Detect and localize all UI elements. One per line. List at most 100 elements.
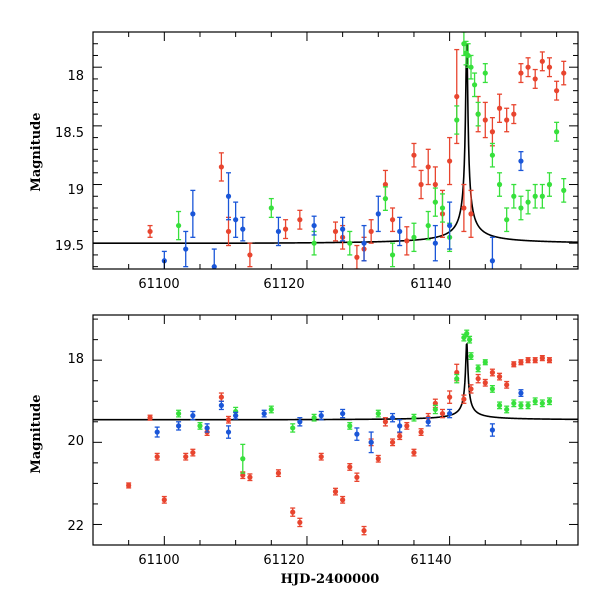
- data-point-blue: [218, 400, 224, 411]
- data-point-green: [496, 401, 503, 410]
- data-point-green: [175, 210, 182, 241]
- data-point-green: [489, 384, 496, 393]
- data-marker: [211, 264, 217, 269]
- data-point-red: [397, 432, 403, 441]
- data-point-red: [340, 495, 346, 504]
- data-marker: [554, 129, 560, 135]
- data-marker: [466, 337, 473, 343]
- data-marker: [475, 376, 481, 382]
- data-marker: [375, 211, 381, 217]
- data-marker: [332, 489, 339, 495]
- bottom-ytick-label-2: 22: [67, 519, 84, 534]
- data-point-green: [347, 230, 353, 256]
- data-marker: [496, 402, 503, 408]
- data-marker: [340, 226, 346, 232]
- data-point-red: [461, 183, 467, 233]
- data-point-green: [532, 397, 538, 406]
- data-marker: [511, 400, 517, 406]
- bottom-ytick-label-0: 18: [67, 352, 84, 367]
- data-marker: [439, 205, 446, 211]
- data-point-blue: [175, 421, 182, 431]
- data-point-blue: [425, 417, 431, 427]
- data-point-blue: [318, 410, 324, 421]
- data-point-green: [532, 183, 538, 209]
- data-marker: [225, 429, 232, 435]
- data-marker: [190, 449, 196, 456]
- data-point-green: [518, 195, 524, 221]
- data-point-red: [447, 390, 453, 404]
- data-marker: [225, 193, 232, 199]
- data-marker: [489, 386, 496, 392]
- data-marker: [546, 181, 553, 188]
- data-marker: [225, 228, 232, 235]
- data-point-green: [546, 397, 553, 406]
- data-marker: [511, 111, 517, 117]
- data-marker: [525, 64, 531, 70]
- data-point-red: [218, 392, 224, 402]
- data-point-red: [354, 244, 360, 269]
- data-point-green: [504, 207, 510, 233]
- data-marker: [525, 199, 531, 205]
- data-point-blue: [190, 410, 196, 421]
- data-point-green: [382, 186, 389, 211]
- data-marker: [404, 238, 410, 244]
- data-marker: [154, 429, 160, 435]
- data-marker: [368, 228, 374, 235]
- data-marker: [190, 413, 196, 419]
- data-marker: [561, 187, 567, 193]
- data-marker: [454, 93, 460, 100]
- data-marker: [482, 70, 488, 76]
- data-point-blue: [518, 389, 524, 397]
- data-marker: [539, 58, 545, 64]
- bottom-data-points: [126, 329, 553, 536]
- data-marker: [411, 234, 417, 240]
- top-plot-frame: [92, 31, 579, 270]
- data-point-green: [375, 409, 381, 418]
- data-marker: [432, 406, 438, 413]
- data-marker: [275, 228, 282, 235]
- data-point-red: [354, 472, 360, 482]
- data-marker: [218, 394, 224, 400]
- data-marker: [532, 357, 538, 363]
- data-marker: [518, 205, 524, 211]
- bottom-plot-frame: [92, 314, 579, 546]
- data-marker: [468, 386, 474, 392]
- data-point-red: [504, 380, 510, 389]
- bottom-xtick-label-2: 61140: [410, 553, 451, 568]
- data-point-red: [297, 517, 303, 528]
- data-marker: [418, 181, 424, 188]
- data-point-red: [489, 368, 496, 377]
- data-point-blue: [340, 216, 346, 242]
- data-point-red: [225, 216, 232, 247]
- data-point-red: [546, 357, 553, 364]
- data-marker: [190, 211, 196, 217]
- data-point-red: [183, 452, 189, 461]
- data-point-red: [404, 421, 410, 430]
- data-marker: [268, 406, 274, 413]
- data-marker: [546, 357, 553, 363]
- data-marker: [496, 181, 503, 188]
- data-point-red: [368, 219, 374, 244]
- data-marker: [518, 359, 524, 365]
- data-marker: [218, 402, 224, 408]
- data-point-green: [268, 197, 274, 219]
- bottom-model-line: [93, 342, 578, 421]
- data-point-red: [439, 408, 446, 419]
- data-marker: [183, 246, 189, 252]
- data-marker: [347, 240, 353, 246]
- data-point-green: [504, 405, 510, 414]
- top-xtick-label-0: 61100: [138, 277, 179, 292]
- data-point-green: [482, 359, 488, 366]
- data-marker: [225, 417, 232, 423]
- top-ytick-label-1: 18.5: [55, 126, 84, 141]
- data-marker: [375, 456, 381, 462]
- data-point-red: [154, 452, 160, 461]
- data-marker: [240, 456, 246, 462]
- data-marker: [354, 431, 360, 437]
- data-marker: [465, 52, 471, 59]
- data-point-green: [471, 72, 478, 98]
- data-point-red: [126, 482, 132, 489]
- data-marker: [411, 415, 417, 421]
- data-point-green: [468, 54, 474, 80]
